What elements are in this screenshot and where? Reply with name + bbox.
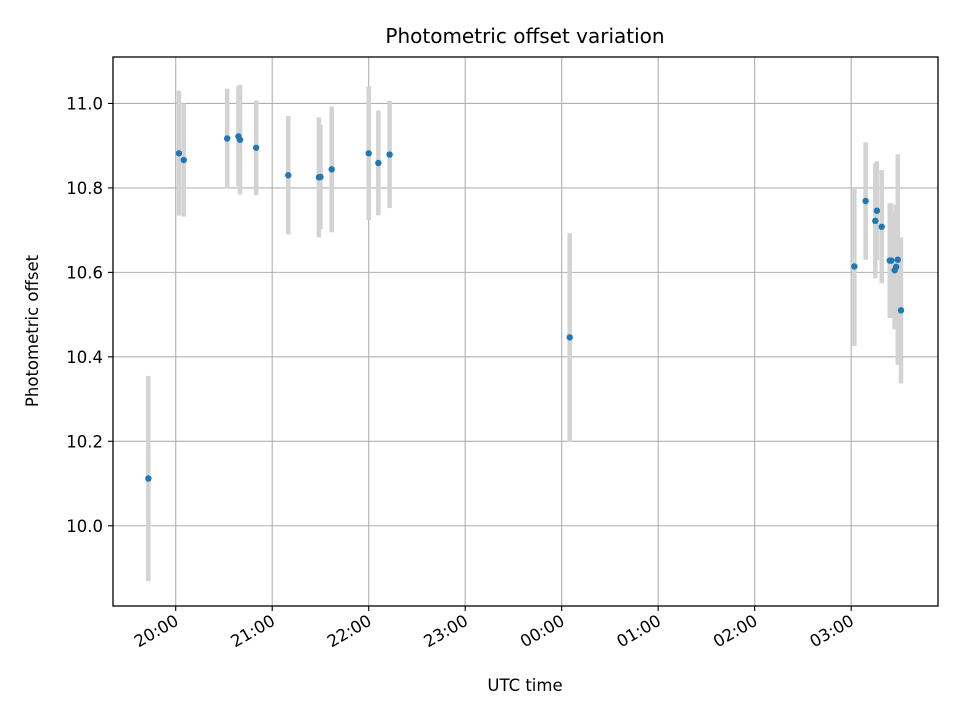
data-point: [328, 166, 335, 173]
chart-title: Photometric offset variation: [385, 24, 664, 48]
data-point: [317, 173, 324, 181]
data-point: [873, 207, 881, 214]
data-point: [897, 307, 905, 314]
data-point: [872, 217, 879, 225]
plot-frame: [112, 56, 939, 607]
data-point: [236, 136, 244, 143]
data-point: [386, 151, 393, 158]
y-tick-label: 10.0: [66, 517, 103, 536]
data-point: [175, 150, 183, 157]
data-point: [145, 475, 152, 482]
x-axis-label: UTC time: [487, 676, 562, 695]
data-point: [888, 257, 895, 264]
data-point: [851, 263, 858, 270]
data-point: [894, 256, 901, 263]
data-point: [878, 223, 885, 230]
data-point: [892, 263, 900, 271]
data-point: [252, 144, 260, 151]
y-tick-label: 10.8: [66, 179, 103, 198]
grid: [113, 57, 938, 606]
y-tick-label: 10.2: [66, 432, 103, 451]
data-point: [180, 156, 187, 164]
y-tick-label: 10.6: [66, 263, 103, 282]
data-point: [862, 197, 869, 205]
data-point: [223, 135, 231, 142]
y-tick-label: 10.4: [66, 348, 103, 367]
data-point: [566, 334, 573, 341]
data-points: [145, 133, 905, 482]
y-axis-label: Photometric offset: [23, 254, 42, 407]
data-point: [375, 159, 382, 167]
data-point: [285, 172, 292, 179]
y-tick-label: 11.0: [66, 94, 103, 113]
data-point: [365, 150, 372, 157]
y-axis: 10.0 10.2 10.4 10.6 10.8 11.0: [66, 94, 113, 536]
